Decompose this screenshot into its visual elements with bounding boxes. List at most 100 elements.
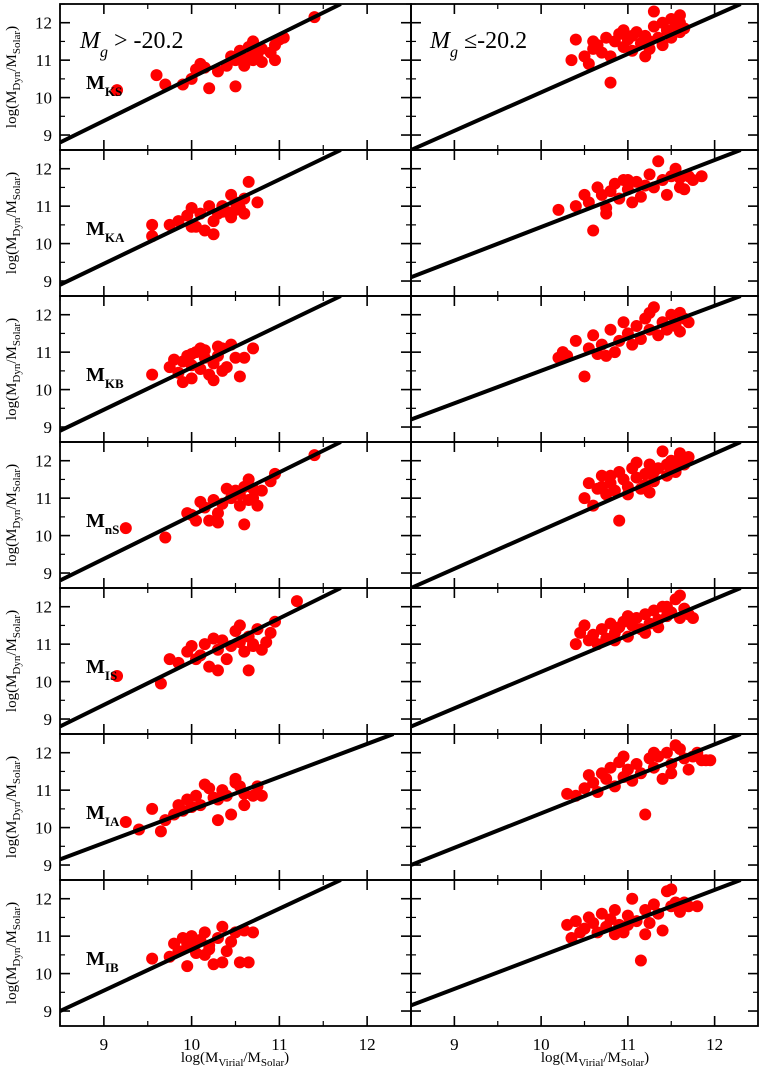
y-axis-label-part: /M <box>4 54 20 72</box>
y-tick-label: 11 <box>36 489 52 508</box>
data-point <box>621 909 634 922</box>
data-point <box>198 926 211 939</box>
data-point <box>220 945 233 958</box>
y-axis-label-part: ) <box>4 610 20 615</box>
data-point <box>617 750 630 763</box>
data-point <box>665 883 678 896</box>
fit-line <box>411 150 742 280</box>
data-point <box>630 757 643 770</box>
row-label-main: M <box>86 510 105 532</box>
panel-3-1 <box>410 441 759 589</box>
y-axis-label-part: Dyn <box>11 217 23 236</box>
y-axis-label: log(MDyn/MSolar) <box>4 318 23 420</box>
panel-6-0: 9 10 11 12 9 10 11 12 MIB log(MDyn/MSolar) <box>4 879 412 1054</box>
data-point <box>626 29 639 42</box>
data-point <box>207 374 220 387</box>
y-tick-label: 12 <box>35 452 52 471</box>
row-label-sub: KS <box>105 84 122 99</box>
row-label-sub: KA <box>105 230 125 245</box>
data-point <box>242 175 255 188</box>
data-point <box>617 24 630 37</box>
y-tick-label: 9 <box>44 418 53 437</box>
y-axis-label-part: /M <box>4 346 20 364</box>
data-point <box>578 492 591 505</box>
data-point <box>578 922 591 935</box>
data-point <box>682 316 695 329</box>
data-point <box>608 484 621 497</box>
data-point <box>255 789 268 802</box>
data-point <box>608 928 621 941</box>
data-point <box>643 917 656 930</box>
y-axis-label-part: Dyn <box>11 801 23 820</box>
data-point <box>198 948 211 961</box>
data-point <box>704 754 717 767</box>
y-axis-label: log(MDyn/MSolar) <box>4 902 23 1004</box>
data-point <box>695 170 708 183</box>
data-point <box>181 960 194 973</box>
row-label-sub: IA <box>105 814 120 829</box>
data-point <box>185 202 198 215</box>
fit-line <box>60 734 395 862</box>
panel-5-1 <box>410 733 759 881</box>
data-point <box>233 499 246 512</box>
data-point <box>582 57 595 70</box>
data-point <box>251 196 264 209</box>
x-tick-label: 9 <box>450 1035 459 1054</box>
data-point <box>247 54 260 67</box>
data-point <box>578 370 591 383</box>
x-axis-label-right: log(MVirial/MSolar) <box>541 1050 649 1069</box>
y-axis-label: log(MDyn/MSolar) <box>4 26 23 128</box>
data-point <box>587 224 600 237</box>
y-tick-label: 10 <box>35 965 52 984</box>
panels-group: 9101112MKSlog(MDyn/MSolar)9101112MKAlog(… <box>4 3 759 1054</box>
data-point <box>203 200 216 213</box>
row-label: MKA <box>86 218 125 245</box>
data-point <box>673 905 686 918</box>
y-axis-label-part: Dyn <box>11 363 23 382</box>
data-point <box>647 746 660 759</box>
data-point <box>660 600 673 613</box>
y-axis-label-part: Solar <box>11 469 23 493</box>
fit-line <box>411 4 742 150</box>
data-point <box>569 915 582 928</box>
data-point <box>656 39 669 52</box>
data-point <box>626 892 639 905</box>
panel-frame <box>59 587 412 735</box>
y-axis-label-part: log(M <box>4 91 20 129</box>
data-point <box>242 494 255 507</box>
data-point <box>630 319 643 332</box>
data-point <box>233 370 246 383</box>
y-tick-label: 10 <box>35 673 52 692</box>
data-point <box>582 477 595 490</box>
data-point <box>146 368 159 381</box>
data-point <box>159 531 172 544</box>
y-tick-label: 10 <box>35 89 52 108</box>
panel-1-1 <box>410 149 759 297</box>
data-point <box>639 50 652 63</box>
data-point <box>552 203 565 216</box>
y-axis-label: log(MDyn/MSolar) <box>4 610 23 712</box>
row-label-main: M <box>86 802 105 824</box>
y-axis-label-part: log(M <box>4 821 20 859</box>
data-point <box>569 638 582 651</box>
data-point <box>216 364 229 377</box>
y-tick-label: 10 <box>35 235 52 254</box>
data-point <box>604 469 617 482</box>
data-point <box>172 215 185 228</box>
fit-line <box>60 4 342 145</box>
data-point <box>634 190 647 203</box>
data-point <box>595 623 608 636</box>
fit-line <box>60 296 342 433</box>
panel-2-0: 9 10 11 12 MKB log(MDyn/MSolar) <box>4 295 412 443</box>
row-label: MIS <box>86 656 117 683</box>
x-tick-label: 12 <box>706 1035 723 1054</box>
data-point <box>211 516 224 529</box>
data-point <box>216 956 229 969</box>
y-tick-label: 9 <box>44 1002 53 1021</box>
data-point <box>203 782 216 795</box>
data-point <box>556 346 569 359</box>
data-point <box>656 772 669 785</box>
x-tick-label: 9 <box>100 1035 109 1054</box>
x-tick-label: 12 <box>359 1035 376 1054</box>
